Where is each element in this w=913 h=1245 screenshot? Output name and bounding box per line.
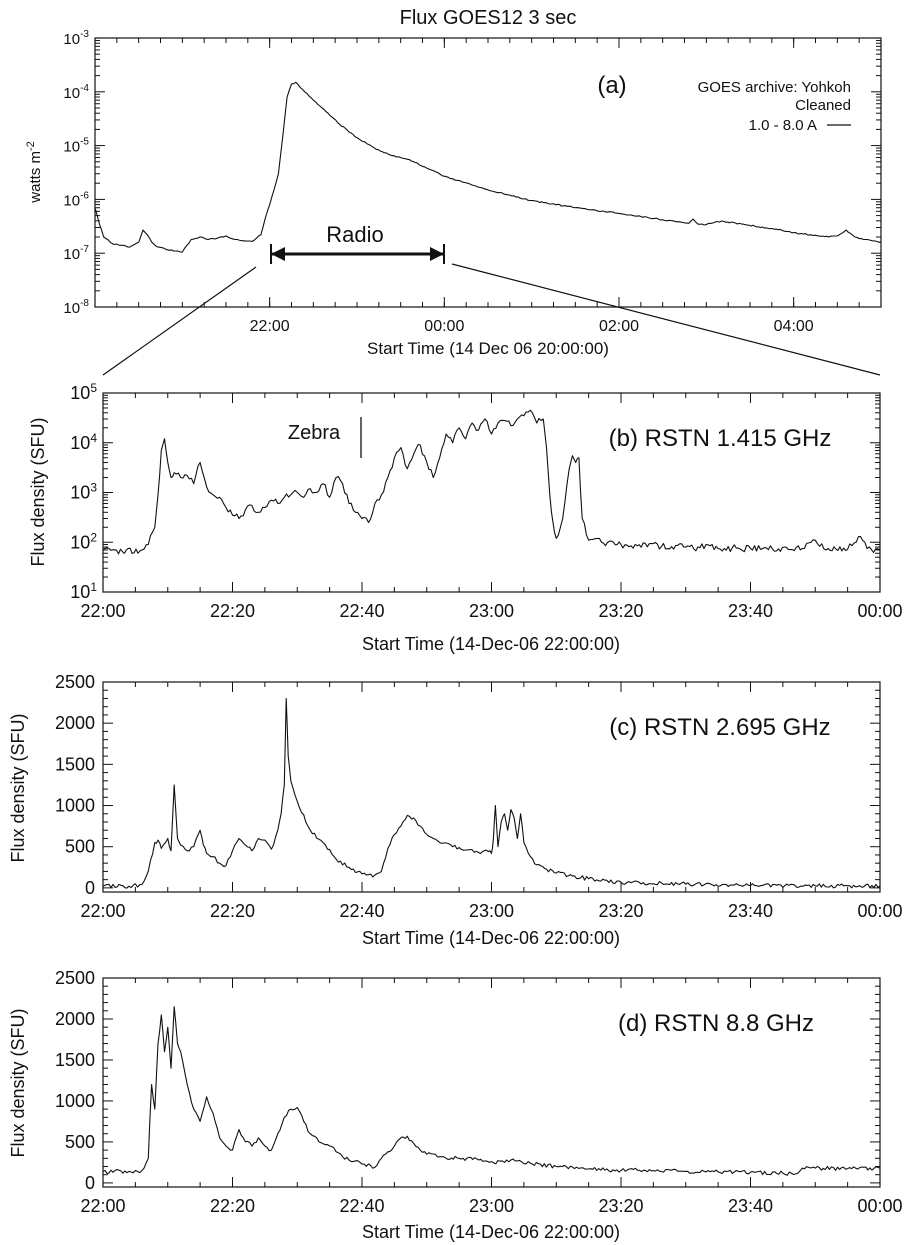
- panel-label-c: (c) RSTN 2.695 GHz: [609, 714, 830, 741]
- series-line-d: [102, 1006, 881, 1176]
- y-tick-label: 105: [70, 381, 97, 403]
- zoom-connector-right: [451, 263, 881, 376]
- y-tick-label: 104: [70, 431, 97, 453]
- y-tick-label: 103: [70, 481, 97, 503]
- y-axis-label-c: Flux density (SFU): [8, 713, 28, 862]
- zebra-annotation: Zebra: [288, 422, 341, 444]
- series-group-b: [102, 409, 881, 555]
- x-tick-label: 22:00: [80, 601, 125, 621]
- y-tick-label: 0: [85, 1173, 95, 1193]
- y-axis-label-a: watts m-2: [25, 141, 44, 203]
- x-tick-label: 23:00: [469, 901, 514, 921]
- y-tick-label: 2000: [55, 1009, 95, 1029]
- legend-line-1: GOES archive: Yohkoh: [698, 79, 851, 96]
- x-tick-label: 22:40: [339, 601, 384, 621]
- x-tick-label: 23:20: [598, 1196, 643, 1216]
- x-axis-label-a: Start Time (14 Dec 06 20:00:00): [367, 339, 609, 358]
- series-line-b: [102, 409, 881, 555]
- x-tick-label: 00:00: [857, 1196, 902, 1216]
- y-axis-label-d: Flux density (SFU): [8, 1008, 28, 1157]
- x-tick-label: 22:40: [339, 901, 384, 921]
- series-group-d: [102, 1006, 881, 1176]
- x-tick-label: 02:00: [599, 318, 639, 335]
- y-tick-label: 101: [70, 580, 97, 602]
- x-tick-label: 22:20: [210, 1196, 255, 1216]
- y-tick-label: 10-6: [63, 190, 89, 209]
- x-tick-label: 23:40: [728, 1196, 773, 1216]
- legend-line-3: 1.0 - 8.0 A: [749, 117, 817, 134]
- y-tick-label: 500: [65, 837, 95, 857]
- x-tick-label: 23:00: [469, 601, 514, 621]
- x-tick-label: 23:40: [728, 901, 773, 921]
- x-axis-label-d: Start Time (14-Dec-06 22:00:00): [362, 1222, 620, 1242]
- series-line-c: [102, 697, 881, 889]
- panel-c: 0 500 1000 1500 2000 2500 22:00 22:20 22:40 23:00…: [8, 672, 903, 948]
- legend-line-2: Cleaned: [795, 97, 851, 114]
- y-tick-label: 2500: [55, 968, 95, 988]
- y-tick-label: 10-4: [63, 83, 89, 102]
- panel-b: 101 102 103 104 105 22:00 22:20 22:40 23:00 23:20…: [28, 381, 903, 654]
- series-line-a: [94, 81, 881, 253]
- panel-label-d: (d) RSTN 8.8 GHz: [618, 1010, 814, 1037]
- x-tick-label: 00:00: [424, 318, 464, 335]
- series-group-c: [102, 697, 881, 889]
- y-tick-label: 2500: [55, 672, 95, 692]
- y-axis-label-b: Flux density (SFU): [28, 417, 48, 566]
- y-tick-label: 102: [70, 530, 97, 552]
- axis-ticks-c: 0 500 1000 1500 2000 2500 22:00 22:20 22:40 23:00…: [55, 672, 903, 921]
- panel-a: Flux GOES12 3 sec 10-810-710-610-510-410…: [25, 7, 882, 358]
- radio-annotation: Radio: [326, 222, 383, 247]
- x-tick-label: 22:00: [80, 901, 125, 921]
- y-tick-label: 1500: [55, 754, 95, 774]
- x-tick-label: 00:00: [857, 901, 902, 921]
- x-tick-label: 00:00: [857, 601, 902, 621]
- x-tick-label: 23:00: [469, 1196, 514, 1216]
- axis-ticks-a: 10-8 10-7 10-6 10-5 10-4 10-3 22:00 00:00 02:00 0…: [63, 29, 882, 335]
- x-tick-label: 23:40: [728, 601, 773, 621]
- series-group-a: [94, 81, 881, 253]
- y-tick-label: 10-3: [63, 29, 89, 48]
- chart-title: Flux GOES12 3 sec: [400, 7, 577, 29]
- y-tick-label: 10-8: [63, 298, 89, 317]
- radio-interval-arrow: [270, 244, 445, 264]
- y-tick-label: 10-7: [63, 244, 89, 263]
- x-tick-label: 23:20: [598, 901, 643, 921]
- panel-label-a: (a): [597, 72, 626, 99]
- axis-ticks-d: 0 500 1000 1500 2000 2500 22:00 22:20 22:40 23:00…: [55, 968, 903, 1216]
- x-tick-label: 04:00: [774, 318, 814, 335]
- x-axis-label-b: Start Time (14-Dec-06 22:00:00): [362, 634, 620, 654]
- x-tick-label: 22:20: [210, 901, 255, 921]
- x-tick-label: 22:20: [210, 601, 255, 621]
- zoom-connector-left: [102, 266, 257, 376]
- plot-frame-b: [102, 392, 881, 593]
- x-tick-label: 22:00: [250, 318, 290, 335]
- x-tick-label: 22:00: [80, 1196, 125, 1216]
- x-tick-label: 22:40: [339, 1196, 384, 1216]
- x-tick-label: 23:20: [598, 601, 643, 621]
- panel-label-b: (b) RSTN 1.415 GHz: [609, 425, 832, 452]
- y-tick-label: 10-5: [63, 137, 89, 156]
- y-tick-label: 500: [65, 1132, 95, 1152]
- axis-ticks-b: 101 102 103 104 105 22:00 22:20 22:40 23:00 23:20…: [70, 381, 902, 621]
- y-tick-label: 1000: [55, 796, 95, 816]
- y-tick-label: 2000: [55, 713, 95, 733]
- y-tick-label: 0: [85, 878, 95, 898]
- x-axis-label-c: Start Time (14-Dec-06 22:00:00): [362, 928, 620, 948]
- panel-d: 0 500 1000 1500 2000 2500 22:00 22:20 22:40 23:00…: [8, 968, 903, 1242]
- y-tick-label: 1500: [55, 1050, 95, 1070]
- y-tick-label: 1000: [55, 1091, 95, 1111]
